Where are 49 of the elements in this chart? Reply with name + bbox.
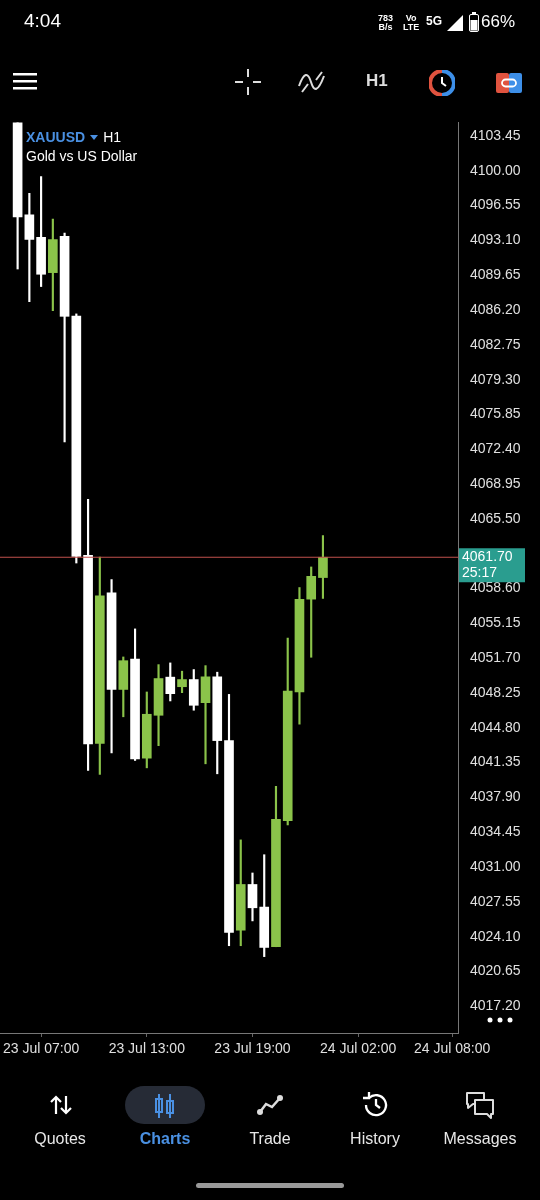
ref-line-label: 4061.70 [462,548,513,565]
text: Charts [138,1130,192,1148]
text: 783 [378,13,394,23]
y-tick-label: 4037.90 [470,788,521,805]
y-tick-label: 4086.20 [470,300,521,317]
y-tick-label: 4024.10 [470,927,521,944]
text: 4:04 [24,10,61,32]
y-tick-label: 4093.10 [470,231,521,248]
y-tick-label: 4034.45 [470,823,521,840]
y-tick-label: 4079.30 [470,370,521,387]
y-tick-label: 4051.70 [470,649,521,666]
y-tick-label: 4072.40 [470,440,521,457]
candlestick [200,665,211,765]
y-tick-label: 4044.80 [470,718,521,735]
y-tick-label: 4055.15 [470,614,521,631]
y-tick-label: 4100.00 [470,161,521,178]
text: History [349,1130,401,1148]
text: LTE [403,22,420,32]
text: Quotes [33,1130,87,1148]
y-tick-label: 4031.00 [470,857,521,874]
x-tick-label: 23 Jul 07:00 [2,1040,80,1057]
x-tick-label: 24 Jul 08:00 [413,1040,491,1057]
x-tick-label: 24 Jul 02:00 [320,1040,397,1057]
y-tick-label: 4082.75 [470,335,521,352]
text: H1 [366,71,388,91]
y-tick-label: 4065.50 [470,509,521,526]
y-tick-label: 4041.35 [470,753,521,770]
text: Vo [404,13,418,23]
annotation: H1 [103,129,122,145]
y-tick-label: 4027.55 [470,892,521,909]
y-tick-label: 4075.85 [470,405,521,422]
text: 5G [426,14,443,28]
y-tick-label: 4103.45 [470,126,521,143]
text: Gold vs US Dollar [26,148,138,164]
text: XAUUSD [26,129,86,145]
text: Trade [248,1130,292,1148]
text: Messages [442,1130,518,1148]
y-tick-label: 4089.65 [470,266,521,283]
y-tick-label: 4058.60 [470,579,521,596]
x-tick-label: 23 Jul 19:00 [214,1040,291,1057]
y-tick-label: 4096.55 [470,196,521,213]
y-tick-label: 4048.25 [470,683,521,700]
y-tick-label: 4020.65 [470,962,521,979]
y-tick-label: 4017.20 [470,997,521,1014]
x-tick-label: 23 Jul 13:00 [108,1040,186,1057]
text: 66% [481,12,516,32]
text: B/s [378,22,394,32]
y-tick-label: 4068.95 [470,474,521,491]
text: 25:17 [462,564,498,581]
